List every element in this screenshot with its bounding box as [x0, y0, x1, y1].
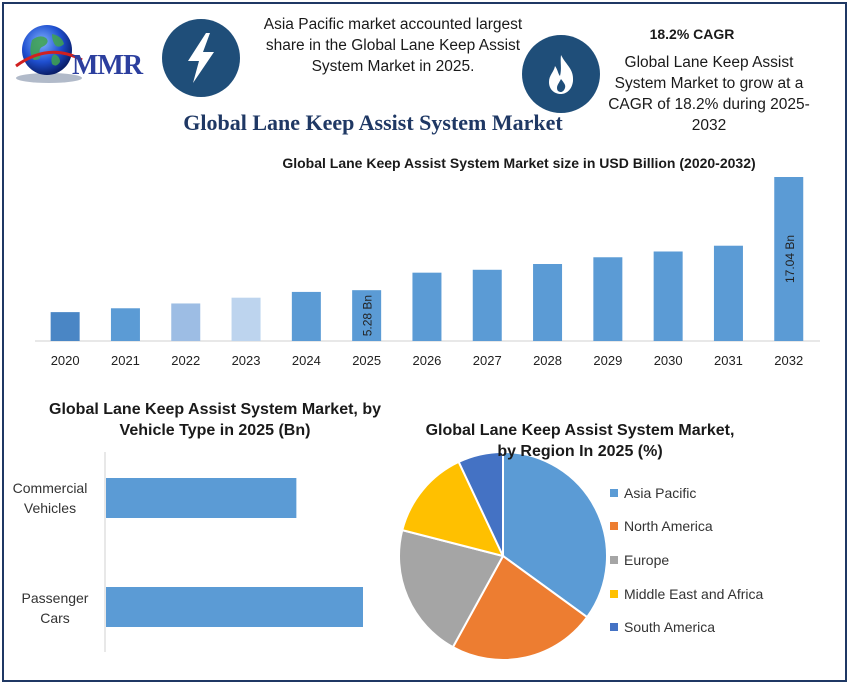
region-chart-title: Global Lane Keep Assist System Market, b…: [425, 422, 735, 460]
legend-item: Asia Pacific: [610, 476, 763, 510]
x-tick-label: 2031: [714, 353, 743, 368]
bar-2020: [50, 312, 80, 341]
legend-label: Asia Pacific: [624, 484, 697, 501]
vehicle-label-passenger: Passenger Cars: [21, 590, 89, 626]
legend-item: South America: [610, 610, 763, 644]
x-tick-label: 2020: [51, 353, 80, 368]
vehicle-type-chart-title: Global Lane Keep Assist System Market, b…: [49, 401, 381, 439]
hbar-0: [106, 478, 297, 518]
x-tick-label: 2027: [473, 353, 502, 368]
flame-icon: [522, 35, 600, 113]
bar-2032: [774, 177, 804, 341]
x-tick-label: 2025: [352, 353, 381, 368]
legend-swatch: [610, 589, 618, 598]
x-tick-label: 2030: [654, 353, 683, 368]
legend-swatch: [610, 488, 618, 497]
market-size-chart-title: Global Lane Keep Assist System Market si…: [282, 155, 756, 171]
asia-pacific-info-text: Asia Pacific market accounted largest sh…: [263, 16, 523, 75]
legend-item: Europe: [610, 543, 763, 577]
hbar-1: [106, 587, 363, 627]
x-tick-label: 2026: [412, 353, 441, 368]
x-tick-label: 2022: [171, 353, 200, 368]
bar-2027: [472, 269, 502, 341]
lightning-bolt-icon: [162, 19, 240, 97]
data-label-2025: 5.28 Bn: [361, 295, 375, 336]
legend-item: Middle East and Africa: [610, 577, 763, 611]
pie-slice-1: [451, 554, 589, 661]
pie-slice-3: [401, 460, 505, 558]
bar-2025: [352, 290, 382, 341]
vehicle-label-commercial: Commercial Vehicles: [12, 480, 88, 516]
cagr-title: 18.2% CAGR: [649, 26, 735, 42]
legend-label: Europe: [624, 551, 670, 568]
pie-slice-2: [398, 528, 505, 649]
x-tick-label: 2021: [111, 353, 140, 368]
bar-2031: [713, 245, 743, 341]
x-tick-label: 2032: [774, 353, 803, 368]
x-tick-label: 2028: [533, 353, 562, 368]
globe-icon: [15, 25, 83, 83]
pie-slice-0: [502, 450, 608, 619]
x-tick-label: 2029: [593, 353, 622, 368]
legend-label: South America: [624, 619, 716, 636]
logo-text: MMR: [72, 50, 143, 81]
x-tick-label: 2024: [292, 353, 321, 368]
x-tick-label: 2023: [232, 353, 261, 368]
bar-2029: [593, 257, 623, 341]
pie-slice-4: [457, 450, 504, 557]
legend-item: North America: [610, 510, 763, 544]
cagr-description: Global Lane Keep Assist System Market to…: [608, 54, 810, 134]
legend-swatch: [610, 555, 618, 564]
bar-2026: [412, 272, 442, 341]
bar-2030: [653, 251, 683, 341]
data-label-2032: 17.04 Bn: [783, 235, 797, 283]
bar-2021: [110, 308, 140, 341]
legend-label: Middle East and Africa: [624, 585, 764, 602]
bar-2028: [533, 264, 563, 341]
bar-2023: [231, 297, 261, 341]
bar-2024: [291, 291, 321, 341]
legend-swatch: [610, 623, 618, 632]
bar-2022: [171, 303, 201, 341]
legend-label: North America: [624, 518, 713, 535]
main-title: Global Lane Keep Assist System Market: [183, 110, 563, 135]
legend-swatch: [610, 522, 618, 531]
region-legend: Asia Pacific North America Europe Middle…: [610, 476, 763, 644]
